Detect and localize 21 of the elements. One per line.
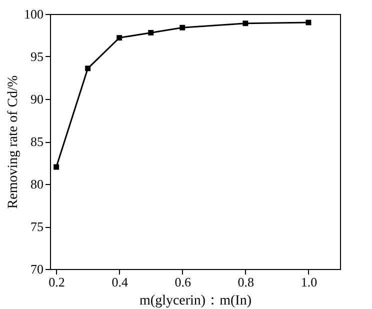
y-tick-label: 75 [30,219,44,234]
x-tick-label: 1.0 [300,274,318,290]
y-tick-label: 90 [30,92,44,106]
y-tick-label: 100 [24,6,44,22]
x-axis-title: m(glycerin)：m(In) [140,294,252,308]
point [54,164,60,170]
x-tick-label: 0.2 [48,274,65,290]
point [180,24,186,30]
point [148,30,154,36]
x-tick-label: 0.6 [174,274,192,290]
y-tick-label: 80 [30,176,44,192]
point [85,66,91,72]
y-tick-label: 95 [30,49,44,64]
point [116,35,122,41]
point [242,20,248,26]
y-tick-label: 85 [30,134,44,149]
x-tick-label: 0.4 [112,274,128,290]
point [306,20,312,26]
y-tick-label: 70 [30,262,44,276]
y-axis-title: Removing rate of Cd/% [6,74,21,209]
x-tick-label: 0.8 [238,274,254,290]
